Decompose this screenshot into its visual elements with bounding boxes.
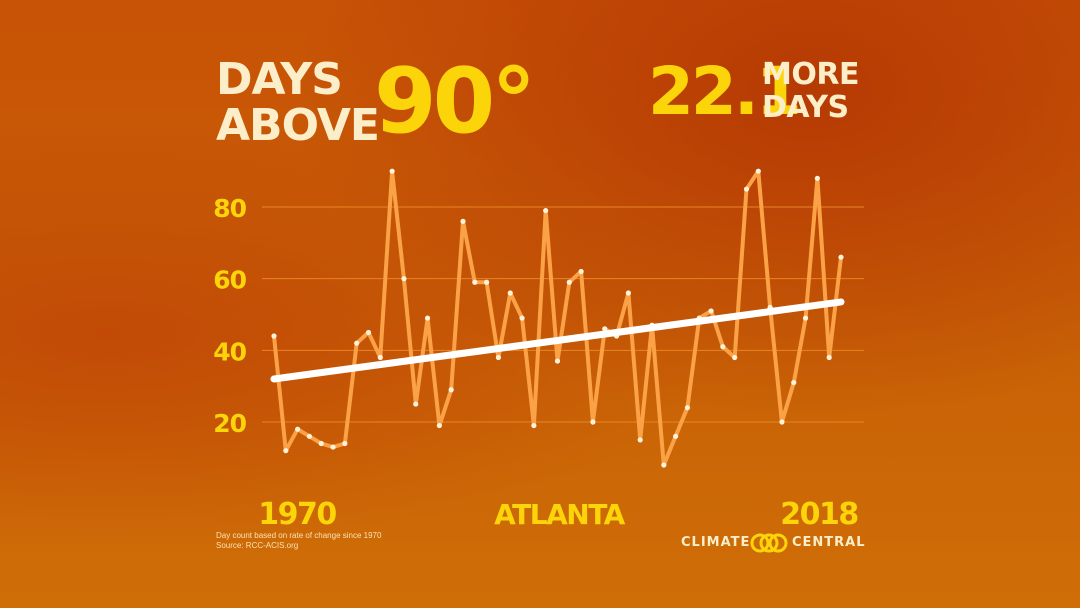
data-point-1981	[401, 276, 407, 282]
data-point-1987	[472, 279, 478, 285]
data-point-1977	[354, 340, 360, 346]
data-point-1971	[283, 448, 289, 454]
data-point-1995	[566, 279, 572, 285]
x-axis-start-label: 1970	[258, 497, 336, 532]
logo-word-climate: CLIMATE	[681, 535, 751, 550]
data-point-1997	[590, 419, 596, 425]
data-point-2009	[732, 354, 738, 361]
y-tick-label-60: 60	[213, 266, 246, 295]
gridlines	[262, 206, 864, 423]
data-points	[271, 168, 844, 468]
data-point-1986	[460, 218, 466, 224]
footnote-source: Source: RCC-ACIS.org	[216, 541, 299, 550]
data-point-2001	[637, 437, 643, 443]
data-point-2005	[684, 405, 691, 411]
data-point-1992	[531, 422, 537, 429]
data-point-1983	[424, 315, 431, 321]
data-point-2007	[708, 308, 714, 314]
y-tick-label-20: 20	[213, 409, 246, 438]
data-point-1996	[578, 268, 584, 275]
data-point-1994	[554, 358, 561, 364]
data-point-2000	[625, 290, 631, 296]
data-point-2015	[802, 315, 809, 321]
stat-label-line-2: DAYS	[762, 90, 849, 125]
data-point-1979	[377, 354, 383, 361]
data-point-1982	[413, 401, 419, 407]
x-axis-end-label: 2018	[780, 497, 858, 532]
y-tick-label-80: 80	[213, 194, 246, 223]
title-line-2: ABOVE	[216, 100, 380, 151]
data-point-2017	[826, 354, 832, 361]
climate-central-logo: CLIMATE CENTRAL	[681, 530, 871, 556]
data-point-1976	[342, 440, 348, 447]
data-point-1990	[507, 290, 513, 296]
data-point-1970	[271, 333, 277, 339]
title-line-1: DAYS	[216, 54, 343, 105]
series-line-days-above-90	[272, 169, 843, 467]
y-tick-label-40: 40	[213, 337, 246, 366]
data-point-1998	[602, 326, 608, 332]
data-point-2013	[779, 419, 785, 425]
data-point-1989	[495, 354, 502, 361]
data-point-2008	[720, 344, 726, 350]
data-point-2003	[661, 462, 667, 468]
data-point-1985	[448, 387, 454, 393]
logo-word-central: CENTRAL	[792, 535, 866, 550]
data-point-1988	[484, 279, 490, 285]
title-temperature: 90°	[374, 49, 536, 154]
data-point-2016	[814, 175, 820, 181]
data-point-2004	[673, 433, 679, 439]
stat-label-line-1: MORE	[762, 57, 859, 92]
y-axis-tick-labels: 20 40 60 80	[213, 194, 247, 438]
data-point-2011	[755, 168, 761, 174]
data-point-1973	[306, 433, 313, 439]
location-label: ATLANTA	[494, 498, 625, 531]
data-point-2018	[838, 254, 844, 260]
data-point-1993	[543, 207, 549, 214]
data-point-2010	[743, 186, 750, 192]
data-point-1975	[330, 444, 336, 450]
climate-central-logo-icon	[750, 533, 788, 553]
data-point-2014	[791, 379, 797, 386]
data-point-1974	[318, 440, 324, 447]
chart-title: DAYS ABOVE 90°	[216, 54, 536, 152]
stat-value: 22.1	[648, 53, 802, 130]
footnote-method: Day count based on rate of change since …	[216, 531, 382, 540]
data-point-1978	[365, 329, 372, 336]
data-point-1980	[389, 168, 395, 174]
trend-line	[270, 298, 845, 383]
data-point-1991	[519, 315, 525, 321]
data-point-1972	[295, 426, 301, 432]
stat-callout: 22.1 MORE DAYS	[648, 56, 878, 136]
data-point-1984	[436, 422, 442, 429]
